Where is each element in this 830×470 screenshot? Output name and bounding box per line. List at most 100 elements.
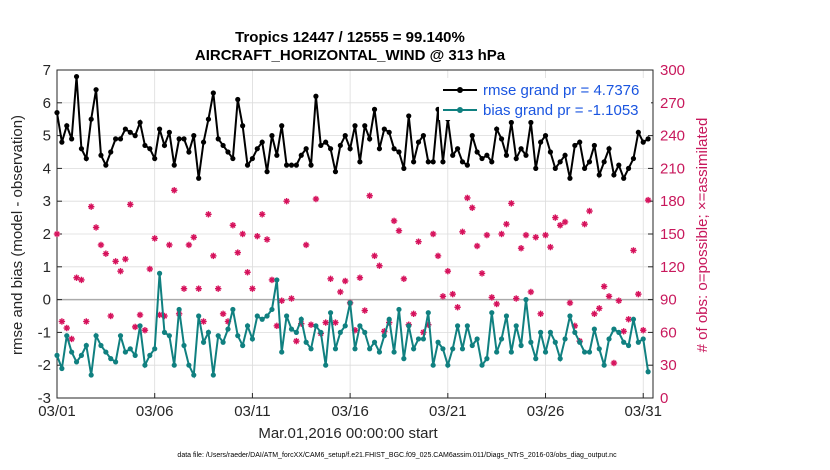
obs-count-marker xyxy=(190,234,197,241)
rmse-point xyxy=(196,175,202,181)
rmse-point xyxy=(611,172,617,178)
rmse-point xyxy=(552,165,558,171)
rmse-point xyxy=(327,146,334,152)
y-tick-label: 0 xyxy=(43,292,51,309)
rmse-point xyxy=(313,93,319,99)
rmse-point xyxy=(630,155,637,162)
obs-count-marker xyxy=(395,227,403,234)
obs-count-marker xyxy=(107,312,114,320)
bias-point xyxy=(269,306,275,313)
obs-count-marker xyxy=(625,316,632,323)
x-tick-label: 03/21 xyxy=(429,403,467,420)
obs-count-marker xyxy=(469,204,476,211)
bias-point xyxy=(396,306,402,313)
y-tick-label: 3 xyxy=(43,193,51,210)
obs-count-marker xyxy=(415,238,422,245)
obs-count-marker xyxy=(630,247,637,254)
bias-point xyxy=(420,336,426,342)
bias-point xyxy=(303,339,309,345)
bias-point xyxy=(176,306,182,313)
bias-point xyxy=(78,352,85,358)
bias-point xyxy=(352,346,358,352)
rmse-point xyxy=(122,126,128,132)
bias-point xyxy=(279,349,285,355)
obs-count-marker xyxy=(151,235,158,242)
bias-point xyxy=(630,316,637,322)
bias-point xyxy=(586,349,593,355)
obs-count-marker xyxy=(293,337,300,345)
bias-point xyxy=(142,362,148,368)
obs-count-marker xyxy=(498,230,505,238)
rmse-point xyxy=(523,152,529,158)
x-tick-label: 03/06 xyxy=(136,403,174,420)
y2-tick-label: 120 xyxy=(660,259,685,276)
obs-count-marker xyxy=(586,207,593,215)
rmse-point xyxy=(479,155,485,162)
bias-point xyxy=(425,310,431,316)
bias-point xyxy=(196,313,202,319)
obs-count-marker xyxy=(239,230,246,238)
y2-tick-label: 210 xyxy=(660,160,685,177)
y-tick-label: -1 xyxy=(38,324,51,341)
obs-count-marker xyxy=(78,276,85,284)
bias-point xyxy=(464,323,470,329)
obs-count-marker xyxy=(278,297,285,304)
legend-rmse-label: rmse grand pr = 4.7376 xyxy=(483,82,639,99)
obs-count-marker xyxy=(185,241,193,249)
bias-point xyxy=(611,326,617,332)
y2-tick-label: 240 xyxy=(660,128,685,145)
bias-point xyxy=(357,323,363,329)
bias-point xyxy=(152,346,158,352)
bias-point xyxy=(616,329,622,335)
obs-count-marker xyxy=(522,231,530,239)
rmse-point xyxy=(635,129,641,135)
rmse-point xyxy=(152,155,158,162)
rmse-point xyxy=(108,149,114,155)
bias-point xyxy=(274,277,280,283)
rmse-point xyxy=(200,139,207,145)
bias-point xyxy=(406,323,412,329)
obs-count-marker xyxy=(283,198,290,205)
obs-count-marker xyxy=(195,285,202,292)
obs-count-marker xyxy=(87,203,95,210)
bias-point xyxy=(503,313,510,319)
rmse-point xyxy=(430,159,436,165)
bias-point xyxy=(254,313,260,319)
obs-count-marker xyxy=(263,236,271,243)
rmse-point xyxy=(249,155,256,162)
bias-point xyxy=(113,359,119,365)
obs-count-marker xyxy=(215,285,222,292)
bias-point xyxy=(474,336,480,342)
rmse-point xyxy=(640,139,646,145)
x-tick-label: 03/31 xyxy=(624,403,662,420)
rmse-point xyxy=(494,126,500,132)
rmse-point xyxy=(73,73,80,80)
rmse-point xyxy=(54,110,60,116)
bias-point xyxy=(625,342,632,349)
bias-point xyxy=(430,362,436,368)
bias-point xyxy=(635,339,641,345)
rmse-point xyxy=(357,159,363,165)
bias-point xyxy=(132,352,138,358)
obs-count-marker xyxy=(454,304,461,311)
bias-point xyxy=(64,333,70,339)
bias-point xyxy=(191,372,197,378)
obs-count-marker xyxy=(444,267,452,275)
y2-tick-label: 90 xyxy=(660,292,677,309)
rmse-point xyxy=(244,162,251,168)
legend-rmse-marker xyxy=(457,87,463,93)
legend-bias-marker xyxy=(457,107,463,113)
y2-tick-label: 0 xyxy=(660,390,668,407)
bias-point xyxy=(235,333,241,339)
rmse-point xyxy=(318,142,324,149)
obs-count-marker xyxy=(644,196,652,204)
obs-count-marker xyxy=(493,300,500,308)
obs-count-marker xyxy=(268,276,276,284)
rmse-point xyxy=(591,142,597,149)
rmse-point xyxy=(303,146,309,152)
rmse-point xyxy=(342,133,348,139)
bias-point xyxy=(181,342,187,349)
obs-count-marker xyxy=(508,200,515,207)
obs-count-marker xyxy=(141,327,149,334)
obs-count-marker xyxy=(566,299,574,307)
